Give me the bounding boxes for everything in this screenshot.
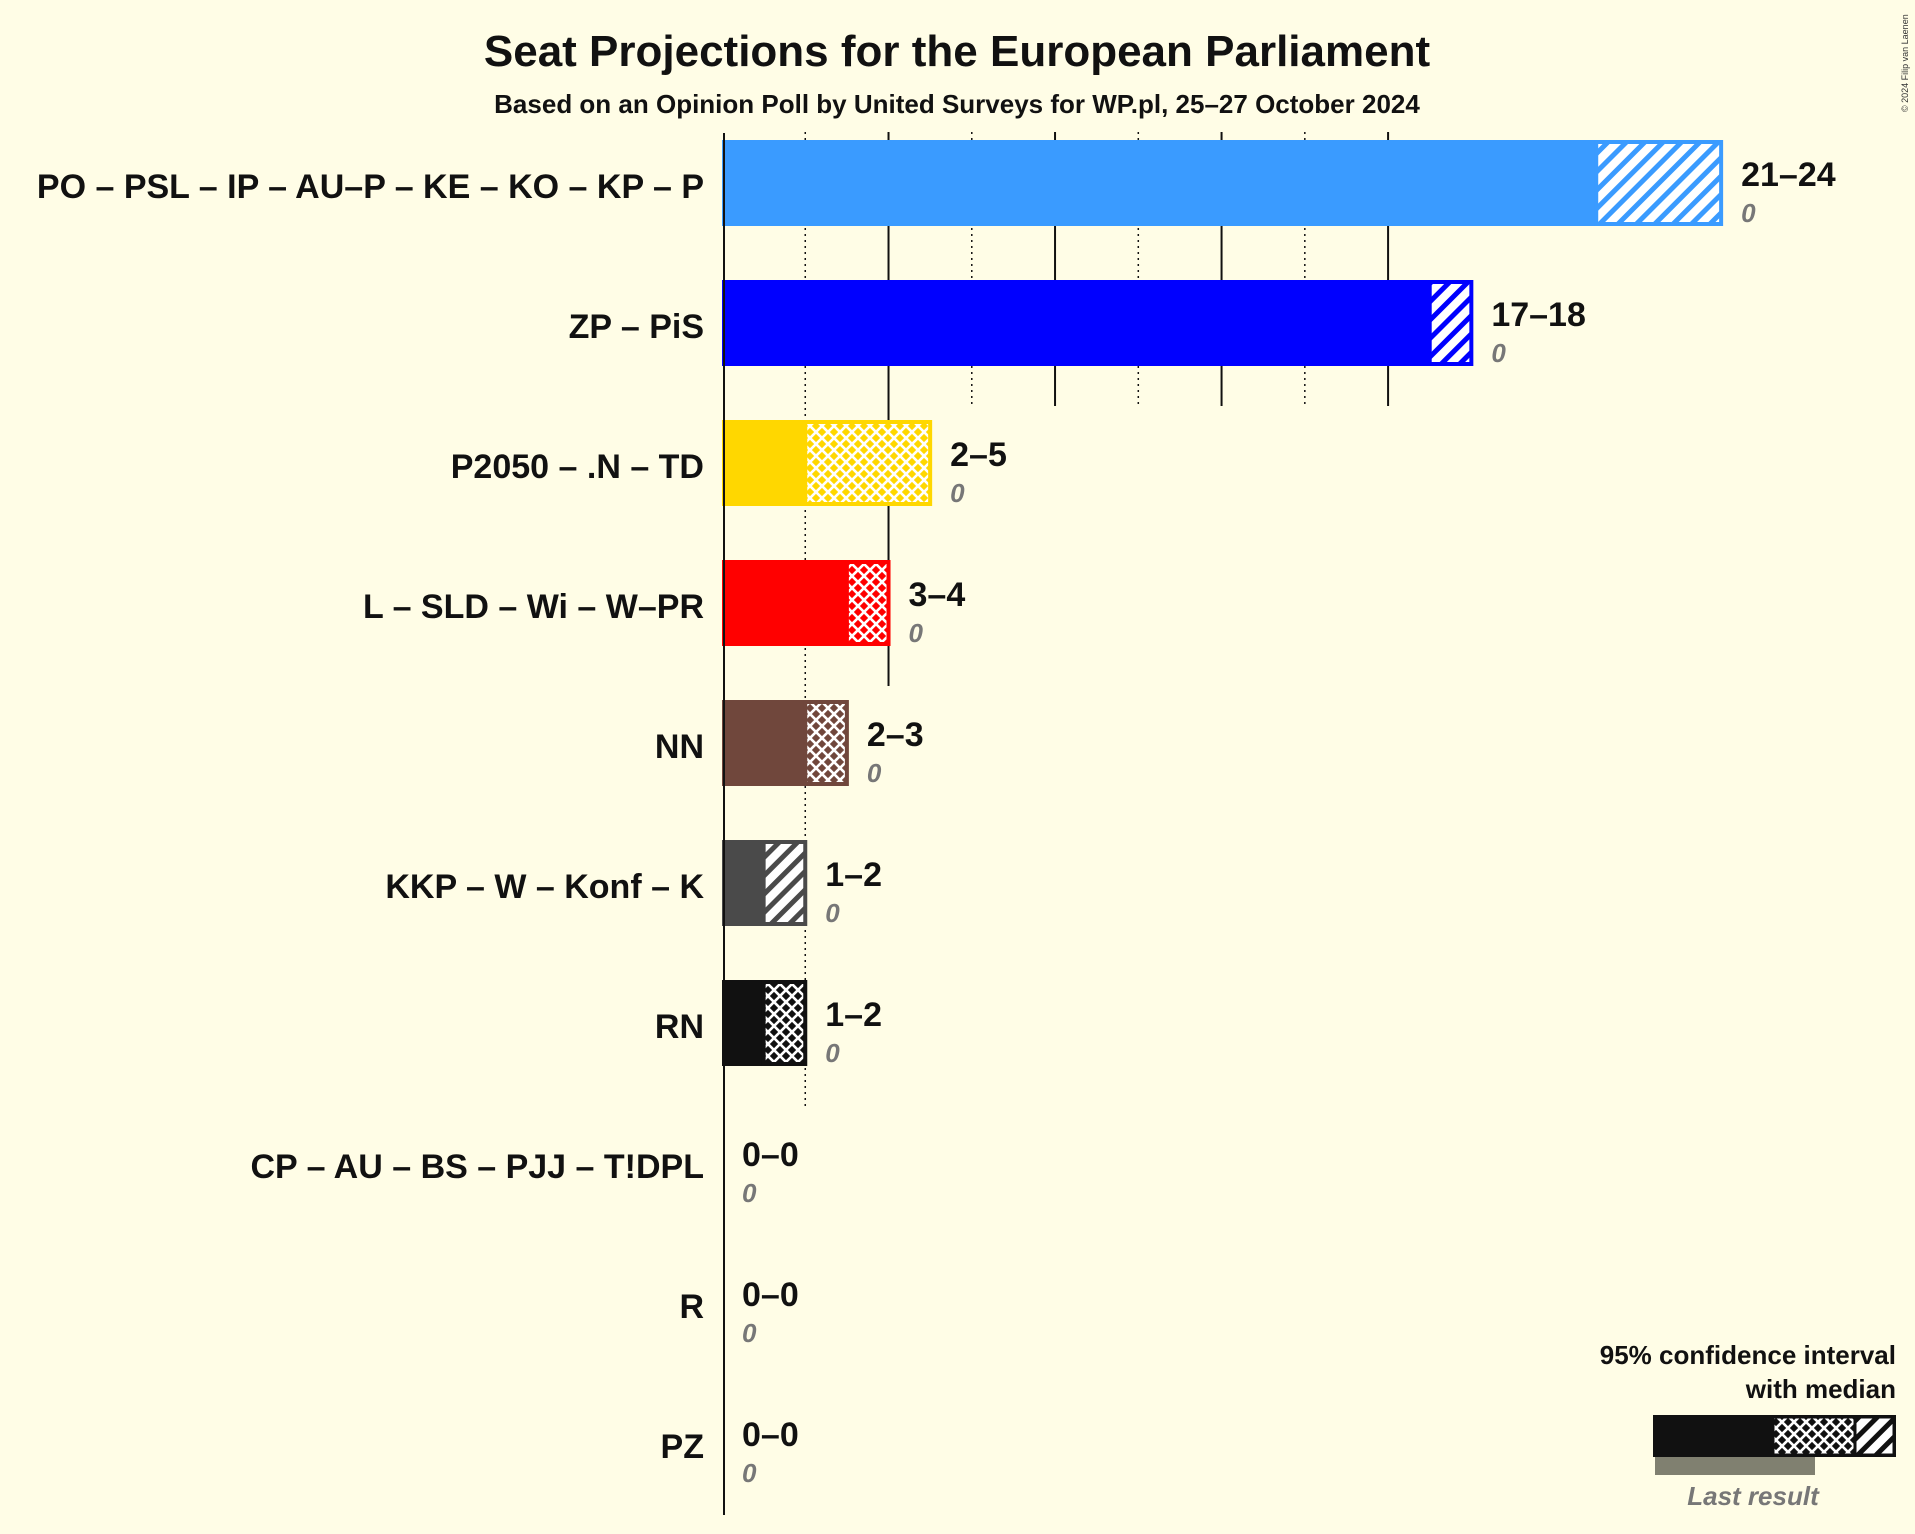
bar-ci-solid (722, 420, 806, 506)
bar-ci-solid (722, 560, 847, 646)
copyright: © 2024 Filip van Laenen (1900, 14, 1910, 112)
bar-row: RN 1–2 0 (655, 980, 882, 1068)
range-label: 17–18 (1491, 296, 1586, 334)
last-result-label: 0 (909, 618, 924, 648)
party-label: KKP – W – Konf – K (385, 868, 704, 906)
bar-ci-pattern (1594, 140, 1724, 226)
range-label: 3–4 (909, 576, 966, 614)
party-label: L – SLD – Wi – W–PR (363, 588, 704, 626)
last-result-label: 0 (867, 758, 882, 788)
range-label: 1–2 (825, 856, 882, 894)
range-label: 1–2 (825, 996, 882, 1034)
bar-ci-solid (722, 700, 806, 786)
bar-ci-pattern (844, 560, 891, 646)
chart-title: Seat Projections for the European Parlia… (484, 27, 1431, 76)
last-result-label: 0 (1741, 198, 1756, 228)
party-label: P2050 – .N – TD (451, 448, 704, 486)
legend: 95% confidence interval with median Last… (1600, 1340, 1896, 1511)
party-label: PZ (661, 1428, 704, 1466)
legend-cross-pattern (1771, 1415, 1857, 1457)
last-result-label: 0 (950, 478, 965, 508)
party-label: R (679, 1288, 704, 1326)
bar-ci-solid (722, 280, 1430, 366)
bar-ci-solid (722, 980, 764, 1066)
legend-line1: 95% confidence interval (1600, 1340, 1896, 1370)
range-label: 2–3 (867, 716, 924, 754)
party-label: ZP – PiS (569, 308, 704, 346)
party-label: RN (655, 1008, 704, 1046)
range-label: 0–0 (742, 1416, 799, 1454)
bar-row: L – SLD – Wi – W–PR 3–4 0 (363, 560, 965, 648)
legend-last-label: Last result (1687, 1481, 1820, 1511)
last-result-label: 0 (1491, 338, 1506, 368)
bar-row: R 0–0 0 (679, 1276, 798, 1348)
bar-ci-pattern (803, 700, 849, 786)
bar-ci-solid (722, 840, 764, 926)
range-label: 21–24 (1741, 156, 1836, 194)
last-result-label: 0 (742, 1178, 757, 1208)
bar-ci-pattern (761, 840, 808, 926)
bar-row: CP – AU – BS – PJJ – T!DPL 0–0 0 (251, 1136, 799, 1208)
bar-ci-solid (722, 140, 1597, 226)
gridlines (804, 132, 1390, 1106)
last-result-label: 0 (825, 898, 840, 928)
bar-row: NN 2–3 0 (655, 700, 924, 788)
last-result-label: 0 (825, 1038, 840, 1068)
bar-row: PZ 0–0 0 (661, 1416, 799, 1488)
bar-ci-pattern (803, 420, 933, 506)
bar-row: ZP – PiS 17–18 0 (569, 280, 1586, 368)
bar-ci-pattern (761, 980, 808, 1066)
legend-last-bar (1655, 1457, 1815, 1475)
bars: PO – PSL – IP – AU–P – KE – KO – KP – P 2… (37, 140, 1836, 1488)
bar-row: KKP – W – Konf – K 1–2 0 (385, 840, 882, 928)
last-result-label: 0 (742, 1318, 757, 1348)
bar-row: PO – PSL – IP – AU–P – KE – KO – KP – P 2… (37, 140, 1836, 228)
legend-line2: with median (1745, 1374, 1896, 1404)
range-label: 0–0 (742, 1136, 799, 1174)
legend-diag-pattern (1853, 1415, 1896, 1457)
party-label: NN (655, 728, 704, 766)
last-result-label: 0 (742, 1458, 757, 1488)
bar-ci-pattern (1427, 280, 1474, 366)
party-label: CP – AU – BS – PJJ – T!DPL (251, 1148, 705, 1186)
chart-subtitle: Based on an Opinion Poll by United Surve… (494, 89, 1420, 119)
range-label: 2–5 (950, 436, 1007, 474)
bar-row: P2050 – .N – TD 2–5 0 (451, 420, 1007, 508)
party-label: PO – PSL – IP – AU–P – KE – KO – KP – P (37, 168, 704, 206)
range-label: 0–0 (742, 1276, 799, 1314)
